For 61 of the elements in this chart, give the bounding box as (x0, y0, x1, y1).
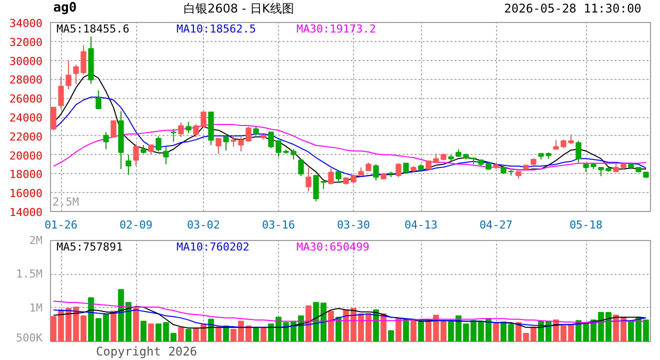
candlestick (126, 154, 132, 176)
candlestick (306, 166, 312, 192)
x-tick-label: 02-09 (119, 218, 153, 232)
candlestick (298, 160, 304, 177)
candlestick (66, 60, 72, 90)
y-tick-label: 1M (29, 301, 43, 314)
annotation: 2.5M (52, 196, 80, 208)
y-tick-label: 500K (16, 332, 43, 344)
candlestick (50, 106, 56, 131)
line-series (53, 309, 646, 328)
candlestick (110, 120, 116, 138)
x-tick-label: 01-26 (44, 218, 78, 232)
x-tick-label: 05-18 (569, 218, 603, 232)
x-tick-label: 04-27 (479, 218, 513, 232)
candlestick (133, 144, 139, 166)
y-tick-label: 26000 (9, 92, 43, 106)
y-tick-label: 14000 (9, 206, 43, 219)
y-tick-label: 16000 (9, 187, 43, 200)
candlestick (403, 162, 409, 174)
candlestick (103, 132, 109, 150)
y-tick-label: 1.5M (16, 268, 43, 281)
line-series (53, 300, 646, 324)
y-tick-label: 20000 (9, 149, 43, 162)
candlestick (336, 171, 342, 184)
candlestick (170, 128, 176, 142)
candlestick (576, 140, 582, 164)
x-tick-label: 03-30 (336, 218, 370, 232)
text: Copyright 2026 (96, 344, 198, 358)
y-tick-label: 34000 (9, 17, 43, 30)
y-tick-label: 2M (29, 234, 43, 247)
candlestick (178, 122, 184, 138)
y-tick-label: 24000 (9, 112, 43, 124)
x-tick-label: 03-02 (186, 218, 220, 232)
candlestick (186, 121, 192, 134)
candlestick (148, 144, 154, 156)
y-tick-label: 30000 (9, 54, 43, 68)
candlestick (396, 162, 402, 178)
candlestick (373, 164, 379, 181)
y-tick-label: 18000 (9, 168, 43, 182)
text: 2026-05-28 11:30:00 (504, 2, 642, 16)
candlestick (223, 133, 229, 151)
candlestick (163, 146, 169, 165)
text: MA10:18562.5 (176, 22, 256, 36)
text: MA5:757891 (56, 240, 123, 254)
text: MA30:19173.2 (296, 22, 376, 36)
chart-title: ag0 (53, 0, 77, 16)
chart-subtitle: 白银2608 - 日K线图 (184, 2, 294, 16)
candlestick (328, 168, 334, 185)
text: MA5:18455.6 (56, 22, 130, 36)
candlestick (96, 90, 102, 110)
x-tick-label: 03-16 (262, 218, 296, 232)
y-tick-label: 32000 (9, 36, 43, 49)
y-tick-label: 22000 (9, 130, 43, 144)
candlestick (156, 136, 162, 152)
candlestick (58, 76, 64, 110)
text: MA30:650499 (296, 240, 370, 254)
candlestick (216, 138, 222, 154)
text: MA10:760202 (176, 240, 250, 254)
x-tick-label: 04-13 (404, 218, 438, 232)
y-tick-label: 28000 (9, 74, 43, 87)
line-series (53, 124, 646, 170)
